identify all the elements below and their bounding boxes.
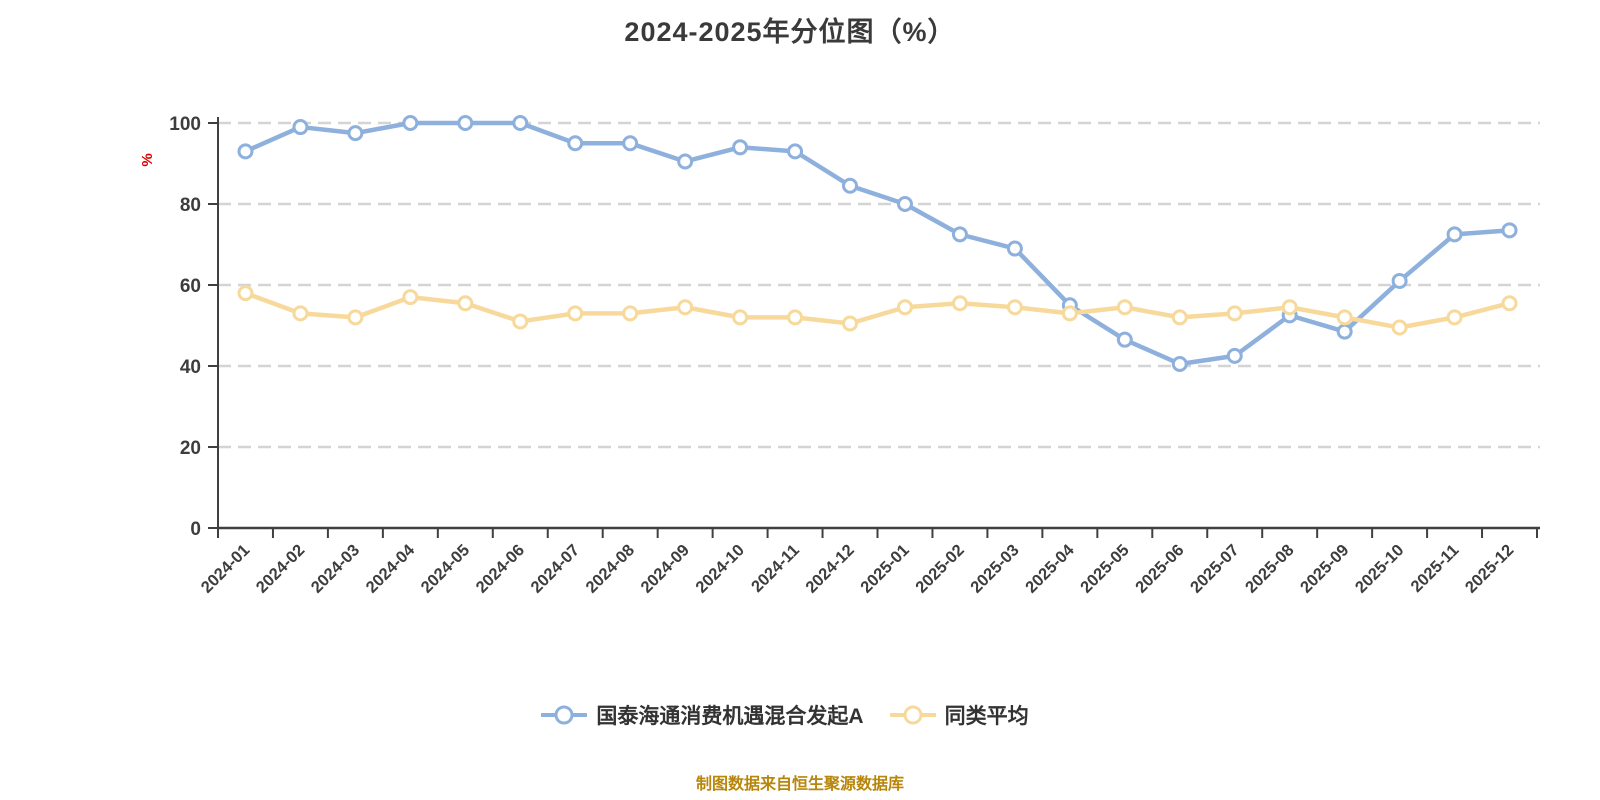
data-point[interactable] <box>951 226 968 243</box>
data-point[interactable] <box>1281 299 1298 316</box>
x-tick-label: 2024-07 <box>528 541 584 597</box>
y-tick-label: 0 <box>190 519 201 540</box>
x-tick-label: 2025-09 <box>1297 541 1353 597</box>
data-point[interactable] <box>457 115 474 131</box>
data-point[interactable] <box>512 313 529 330</box>
x-tick-label: 2025-02 <box>912 541 968 597</box>
x-tick-label: 2025-04 <box>1022 541 1078 597</box>
x-tick-label: 2024-05 <box>418 541 474 597</box>
x-tick-label: 2024-03 <box>308 541 364 597</box>
legend-label: 同类平均 <box>944 705 1029 728</box>
data-point[interactable] <box>1336 323 1353 340</box>
x-tick-label: 2024-12 <box>802 541 858 597</box>
x-tick-label: 2024-10 <box>692 541 748 597</box>
data-point[interactable] <box>1446 226 1463 243</box>
data-point[interactable] <box>1116 299 1133 316</box>
x-tick-label: 2025-05 <box>1077 541 1133 597</box>
x-tick-label: 2025-07 <box>1187 541 1243 597</box>
y-axis-unit-label: % <box>139 153 156 166</box>
legend-item-0[interactable]: 国泰海通消费机遇混合发起A <box>541 700 864 730</box>
data-point[interactable] <box>1116 331 1133 348</box>
data-point[interactable] <box>402 115 419 131</box>
data-point[interactable] <box>787 309 804 326</box>
data-point[interactable] <box>1226 347 1243 364</box>
data-point[interactable] <box>347 125 364 142</box>
data-point[interactable] <box>1006 240 1023 257</box>
legend-label: 国泰海通消费机遇混合发起A <box>596 705 864 728</box>
x-tick-label: 2024-11 <box>748 541 803 596</box>
data-point[interactable] <box>1391 319 1408 336</box>
data-point[interactable] <box>1171 355 1188 372</box>
x-tick-label: 2025-11 <box>1407 541 1462 596</box>
data-point[interactable] <box>1336 309 1353 326</box>
data-point[interactable] <box>1391 272 1408 289</box>
legend-marker-icon <box>541 705 588 725</box>
x-tick-label: 2025-08 <box>1242 541 1298 597</box>
data-point[interactable] <box>622 135 639 152</box>
y-tick-label: 100 <box>169 114 201 135</box>
data-point[interactable] <box>292 119 309 136</box>
series-line-1 <box>243 290 1512 330</box>
x-tick-label: 2025-06 <box>1132 541 1188 597</box>
x-tick-label: 2024-06 <box>473 541 529 597</box>
data-point[interactable] <box>1061 305 1078 322</box>
data-point[interactable] <box>567 305 584 322</box>
x-tick-label: 2025-12 <box>1462 541 1518 597</box>
data-point[interactable] <box>237 285 254 302</box>
data-point[interactable] <box>1171 309 1188 326</box>
data-point[interactable] <box>237 143 254 160</box>
x-tick-label: 2025-01 <box>857 541 913 597</box>
y-tick-label: 80 <box>180 195 201 216</box>
series-line-0 <box>243 120 1512 367</box>
data-point[interactable] <box>292 305 309 322</box>
data-point[interactable] <box>896 196 913 212</box>
data-point[interactable] <box>787 143 804 160</box>
data-point[interactable] <box>951 295 968 312</box>
data-point[interactable] <box>1501 295 1518 312</box>
data-point[interactable] <box>1006 299 1023 316</box>
data-point[interactable] <box>842 315 859 332</box>
data-point[interactable] <box>1446 309 1463 326</box>
data-point[interactable] <box>1226 305 1243 322</box>
data-point[interactable] <box>567 135 584 152</box>
data-point[interactable] <box>677 153 694 170</box>
y-tick-label: 40 <box>180 357 201 378</box>
data-point[interactable] <box>457 295 474 312</box>
legend-marker-icon <box>889 705 936 725</box>
data-point[interactable] <box>842 177 859 194</box>
data-point[interactable] <box>512 115 529 131</box>
x-tick-label: 2024-02 <box>253 541 309 597</box>
chart-legend: 国泰海通消费机遇混合发起A 同类平均 <box>0 700 1570 730</box>
data-point[interactable] <box>732 309 749 326</box>
data-point[interactable] <box>347 309 364 326</box>
x-tick-label: 2024-04 <box>363 541 419 597</box>
data-point[interactable] <box>896 299 913 316</box>
y-tick-label: 60 <box>180 276 201 297</box>
legend-item-1[interactable]: 同类平均 <box>889 700 1029 730</box>
data-point[interactable] <box>677 299 694 316</box>
data-point[interactable] <box>622 305 639 322</box>
chart-title: 2024-2025年分位图（%） <box>624 17 956 47</box>
x-tick-label: 2024-01 <box>198 541 254 597</box>
data-point[interactable] <box>1501 222 1518 239</box>
x-tick-label: 2024-09 <box>637 541 693 597</box>
data-point[interactable] <box>732 139 749 156</box>
data-source-caption: 制图数据来自恒生聚源数据库 <box>695 776 904 793</box>
x-tick-label: 2025-03 <box>967 541 1023 597</box>
data-point[interactable] <box>402 289 419 306</box>
x-tick-label: 2024-08 <box>582 541 638 597</box>
y-tick-label: 20 <box>180 438 201 459</box>
x-tick-label: 2025-10 <box>1352 541 1408 597</box>
